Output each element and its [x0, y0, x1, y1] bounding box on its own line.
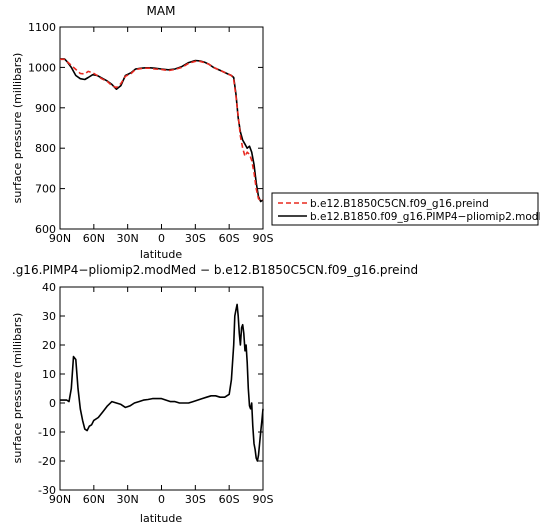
- legend-box: [271, 192, 539, 226]
- y-tick-label: 1000: [28, 61, 56, 74]
- y-tick-label: 600: [35, 223, 56, 236]
- y-tick-label: 0: [49, 397, 56, 410]
- series-line-1-0: [60, 303, 264, 462]
- x-tick-label: 90S: [253, 232, 274, 245]
- top-chart-title: MAM: [147, 4, 176, 18]
- top-plot-frame: [59, 26, 264, 230]
- x-tick-label: 0: [158, 493, 165, 506]
- y-tick-label: 800: [35, 142, 56, 155]
- y-tick-label: -20: [38, 455, 56, 468]
- series-line-0-0: [60, 58, 264, 203]
- y-tick-label: 700: [35, 183, 56, 196]
- x-tick-label: 60S: [219, 493, 240, 506]
- bottom-y-axis-label: surface pressure (millibars): [11, 313, 24, 464]
- x-tick-label: 30S: [185, 232, 206, 245]
- x-tick-label: 60N: [83, 493, 105, 506]
- legend-label-modmed: b.e12.B1850.f09_g16.PIMP4−pliomip2.modMe…: [310, 211, 540, 223]
- x-tick-label: 90N: [49, 232, 71, 245]
- x-tick-label: 0: [158, 232, 165, 245]
- bottom-chart-title: .g16.PIMP4−pliomip2.modMed − b.e12.B1850…: [12, 263, 418, 277]
- y-tick-label: 10: [42, 368, 56, 381]
- bottom-x-axis: 90N 60N 30N 0 30S 60S 90S: [49, 287, 274, 506]
- x-tick-label: 60N: [83, 232, 105, 245]
- x-tick-label: 30S: [185, 493, 206, 506]
- x-tick-label: 30N: [117, 493, 139, 506]
- y-tick-label: 1100: [28, 21, 56, 34]
- bottom-series-lines: [60, 303, 264, 462]
- top-x-axis: 90N 60N 30N 0 30S 60S 90S: [49, 27, 274, 245]
- series-line-0-1: [60, 58, 264, 202]
- y-tick-label: 30: [42, 310, 56, 323]
- legend: b.e12.B1850C5CN.f09_g16.preind b.e12.B18…: [271, 192, 540, 226]
- y-tick-label: 20: [42, 339, 56, 352]
- x-tick-label: 90S: [253, 493, 274, 506]
- bottom-plot-frame: [59, 286, 264, 491]
- x-tick-label: 90N: [49, 493, 71, 506]
- x-tick-label: 60S: [219, 232, 240, 245]
- top-x-axis-label: latitude: [140, 248, 182, 261]
- top-y-axis: 600 700 800 900 1000 1100: [28, 21, 263, 236]
- y-tick-label: 40: [42, 281, 56, 294]
- bottom-chart: .g16.PIMP4−pliomip2.modMed − b.e12.B1850…: [11, 263, 418, 525]
- y-tick-label: -30: [38, 484, 56, 497]
- top-series-lines: [60, 58, 264, 203]
- y-tick-label: -10: [38, 426, 56, 439]
- y-tick-label: 900: [35, 102, 56, 115]
- bottom-x-axis-label: latitude: [140, 512, 182, 525]
- bottom-y-axis: -30 -20 -10 0 10 20 30 40: [38, 281, 263, 497]
- legend-label-preind: b.e12.B1850C5CN.f09_g16.preind: [310, 198, 489, 210]
- x-tick-label: 30N: [117, 232, 139, 245]
- top-y-axis-label: surface pressure (millibars): [11, 53, 24, 204]
